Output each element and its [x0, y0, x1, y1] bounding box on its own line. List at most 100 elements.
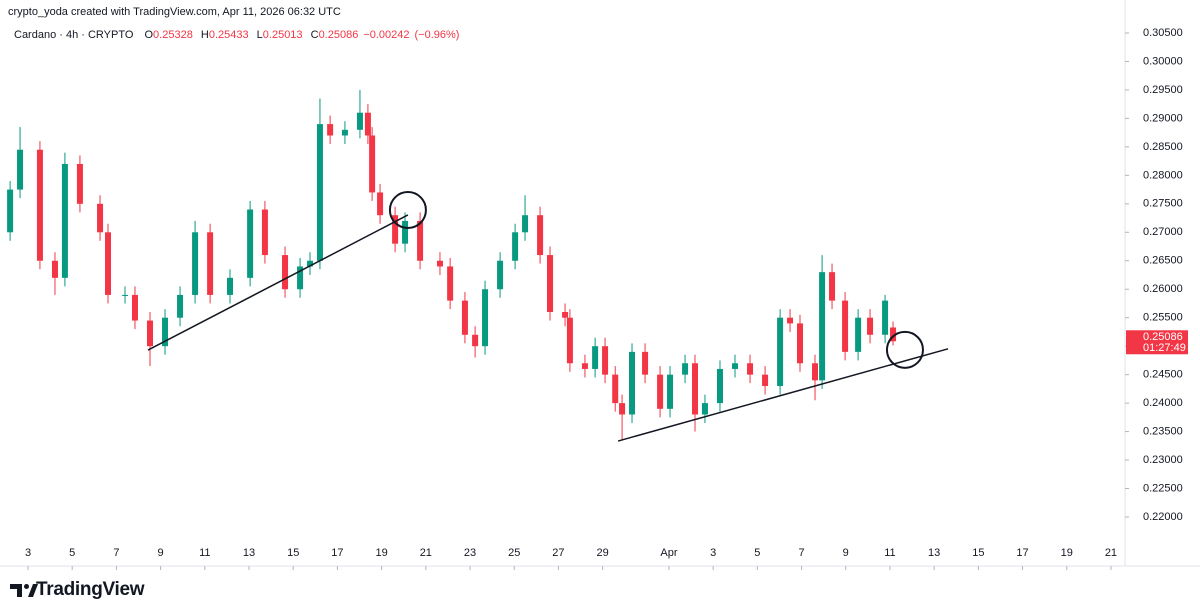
y-tick-label: 0.29000	[1143, 112, 1183, 124]
candle-body	[682, 363, 689, 375]
y-tick-label: 0.22000	[1143, 511, 1183, 523]
candle-body	[842, 300, 849, 352]
x-tick-label: 13	[243, 547, 255, 559]
x-tick-label: 7	[798, 547, 804, 559]
y-tick-label: 0.23500	[1143, 425, 1183, 437]
candle-body	[207, 232, 214, 295]
candle-body	[131, 294, 138, 321]
candle-body	[547, 255, 554, 313]
candle-body	[61, 163, 68, 278]
legend-value: 0.25086	[318, 29, 359, 41]
y-tick-label: 0.24000	[1143, 397, 1183, 409]
candle-body	[701, 403, 708, 415]
attribution: crypto_yoda created with TradingView.com…	[8, 6, 341, 18]
candle-body	[327, 124, 334, 136]
candle-body	[447, 266, 454, 301]
y-tick-label: 0.27000	[1143, 226, 1183, 238]
x-tick-label: 5	[69, 547, 75, 559]
candle-body	[146, 320, 153, 347]
candle-body	[642, 351, 649, 375]
candle-body	[36, 149, 43, 261]
candle-body	[592, 346, 599, 369]
x-tick-label: 9	[843, 547, 849, 559]
x-tick-label: 13	[928, 547, 940, 559]
x-tick-label: 15	[972, 547, 984, 559]
x-tick-label: 17	[331, 547, 343, 559]
x-tick-label: 11	[199, 547, 210, 559]
candle-body	[537, 215, 544, 256]
countdown-label: 01:27:49	[1143, 342, 1186, 354]
candle-body	[97, 203, 104, 233]
candle-body	[192, 232, 199, 295]
x-tick-label: 15	[287, 547, 299, 559]
candle-body	[472, 334, 479, 347]
price-tag-label: 0.25086	[1143, 331, 1183, 343]
candle-body	[562, 312, 569, 318]
x-tick-label: 11	[884, 547, 895, 559]
price-tag	[1126, 330, 1188, 355]
candle-body	[812, 363, 819, 381]
candle-body	[297, 266, 304, 290]
candle-body	[657, 374, 664, 409]
y-tick-label: 0.24500	[1143, 369, 1183, 381]
y-tick-label: 0.28000	[1143, 169, 1183, 181]
candle-body	[667, 374, 674, 409]
legend-label: C	[310, 29, 319, 41]
candle-body	[747, 363, 754, 375]
symbol: Cardano · 4h · CRYPTO	[14, 29, 134, 41]
candle-body	[51, 260, 58, 278]
candle-body	[890, 327, 897, 342]
logo-icon	[10, 584, 38, 597]
legend-value: 0.25013	[262, 29, 303, 41]
circle-annotation	[885, 330, 924, 369]
candle-body	[461, 300, 468, 335]
x-tick-label: 7	[113, 547, 119, 559]
candle-body	[392, 215, 399, 244]
candle-body	[787, 317, 794, 324]
candle-body	[417, 220, 424, 261]
candle-body	[436, 260, 443, 267]
candle-body	[762, 374, 769, 387]
legend-value: 0.25433	[208, 29, 249, 41]
candle-body	[796, 323, 803, 364]
candle-body	[122, 294, 129, 296]
legend-change-percent: (−0.96%)	[414, 29, 460, 41]
candle-body	[17, 149, 24, 190]
candle-body	[867, 317, 874, 335]
candle-body	[777, 317, 784, 387]
y-tick-label: 0.22500	[1143, 482, 1183, 494]
y-tick-label: 0.30500	[1143, 27, 1183, 39]
candle-body	[629, 351, 636, 415]
candle-body	[497, 260, 504, 290]
candle-body	[522, 215, 529, 233]
candle-body	[341, 129, 348, 136]
x-tick-label: 21	[420, 547, 432, 559]
x-tick-label: 19	[375, 547, 387, 559]
candle-body	[732, 363, 739, 369]
candle-body	[566, 317, 573, 364]
candle-body	[177, 294, 184, 318]
candle-body	[692, 363, 699, 415]
candle-body	[882, 300, 889, 335]
candle-body	[247, 209, 254, 278]
candle-body	[76, 163, 83, 204]
candle-body	[512, 232, 519, 261]
y-tick-label: 0.25500	[1143, 312, 1183, 324]
candle-body	[855, 317, 862, 352]
candle-body	[602, 346, 609, 375]
x-tick-label: 9	[158, 547, 164, 559]
legend-label: O	[144, 29, 154, 41]
x-tick-label: 17	[1016, 547, 1028, 559]
candle-body	[227, 277, 234, 295]
logo-text: TradingView	[36, 579, 145, 600]
y-tick-label: 0.27500	[1143, 198, 1183, 210]
symbol-legend: Cardano · 4h · CRYPTO O0.25328 H0.25433 …	[14, 29, 464, 41]
y-tick-label: 0.30000	[1143, 55, 1183, 67]
x-tick-label: 29	[597, 547, 609, 559]
x-tick-label: 19	[1061, 547, 1073, 559]
y-tick-label: 0.29500	[1143, 84, 1183, 96]
y-tick-label: 0.26000	[1143, 283, 1183, 295]
candle-body	[261, 209, 268, 256]
